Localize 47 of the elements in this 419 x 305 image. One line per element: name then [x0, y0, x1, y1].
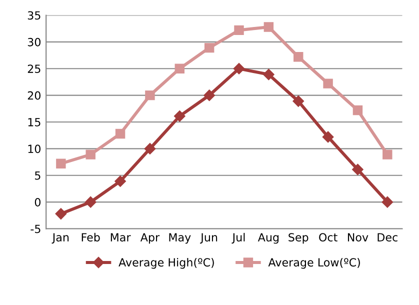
point: [145, 90, 155, 100]
point: [55, 208, 67, 220]
y-tick-label: 5: [35, 171, 40, 180]
point: [323, 78, 333, 88]
y-tick-label: 35: [28, 11, 40, 20]
x-tick-label: May: [169, 233, 191, 244]
x-tick-label: Mar: [110, 233, 131, 242]
point: [56, 158, 66, 168]
point: [352, 164, 364, 176]
x-tick-label: Dec: [378, 233, 398, 242]
point: [294, 52, 304, 62]
point: [144, 143, 156, 154]
point: [174, 64, 185, 74]
x-tick-label: Sep: [288, 233, 308, 244]
y-tick-label: 0: [34, 198, 40, 206]
point: [204, 90, 215, 101]
x-tick-label: Feb: [82, 232, 100, 242]
point: [263, 68, 274, 80]
point: [382, 150, 392, 160]
point: [234, 25, 244, 36]
x-tick-label: Jun: [200, 233, 218, 244]
y-tick-label: 25: [28, 64, 40, 74]
point: [115, 128, 126, 139]
legend-label: Average High(ºC): [118, 258, 214, 269]
x-tick-label: Jan: [52, 233, 69, 244]
point: [322, 131, 334, 143]
point: [264, 22, 274, 32]
y-tick-label: -5: [30, 224, 40, 234]
point: [292, 96, 304, 107]
point: [352, 105, 363, 116]
legend-label: Average Low(ºC): [268, 258, 360, 269]
point: [233, 63, 245, 74]
x-tick-label: Jul: [232, 232, 245, 244]
y-tick-label: 15: [28, 118, 40, 126]
point: [382, 196, 394, 208]
y-tick-label: 30: [28, 38, 40, 46]
point: [114, 176, 126, 187]
y-tick-label: 20: [28, 91, 40, 100]
x-tick-label: Apr: [140, 233, 160, 244]
point: [85, 196, 96, 208]
point: [86, 150, 96, 160]
y-tick-label: 10: [28, 144, 40, 154]
point: [204, 42, 214, 53]
x-tick-label: Aug: [258, 233, 279, 244]
point: [174, 110, 186, 122]
x-tick-label: Oct: [319, 233, 338, 242]
x-tick-label: Nov: [348, 233, 368, 242]
